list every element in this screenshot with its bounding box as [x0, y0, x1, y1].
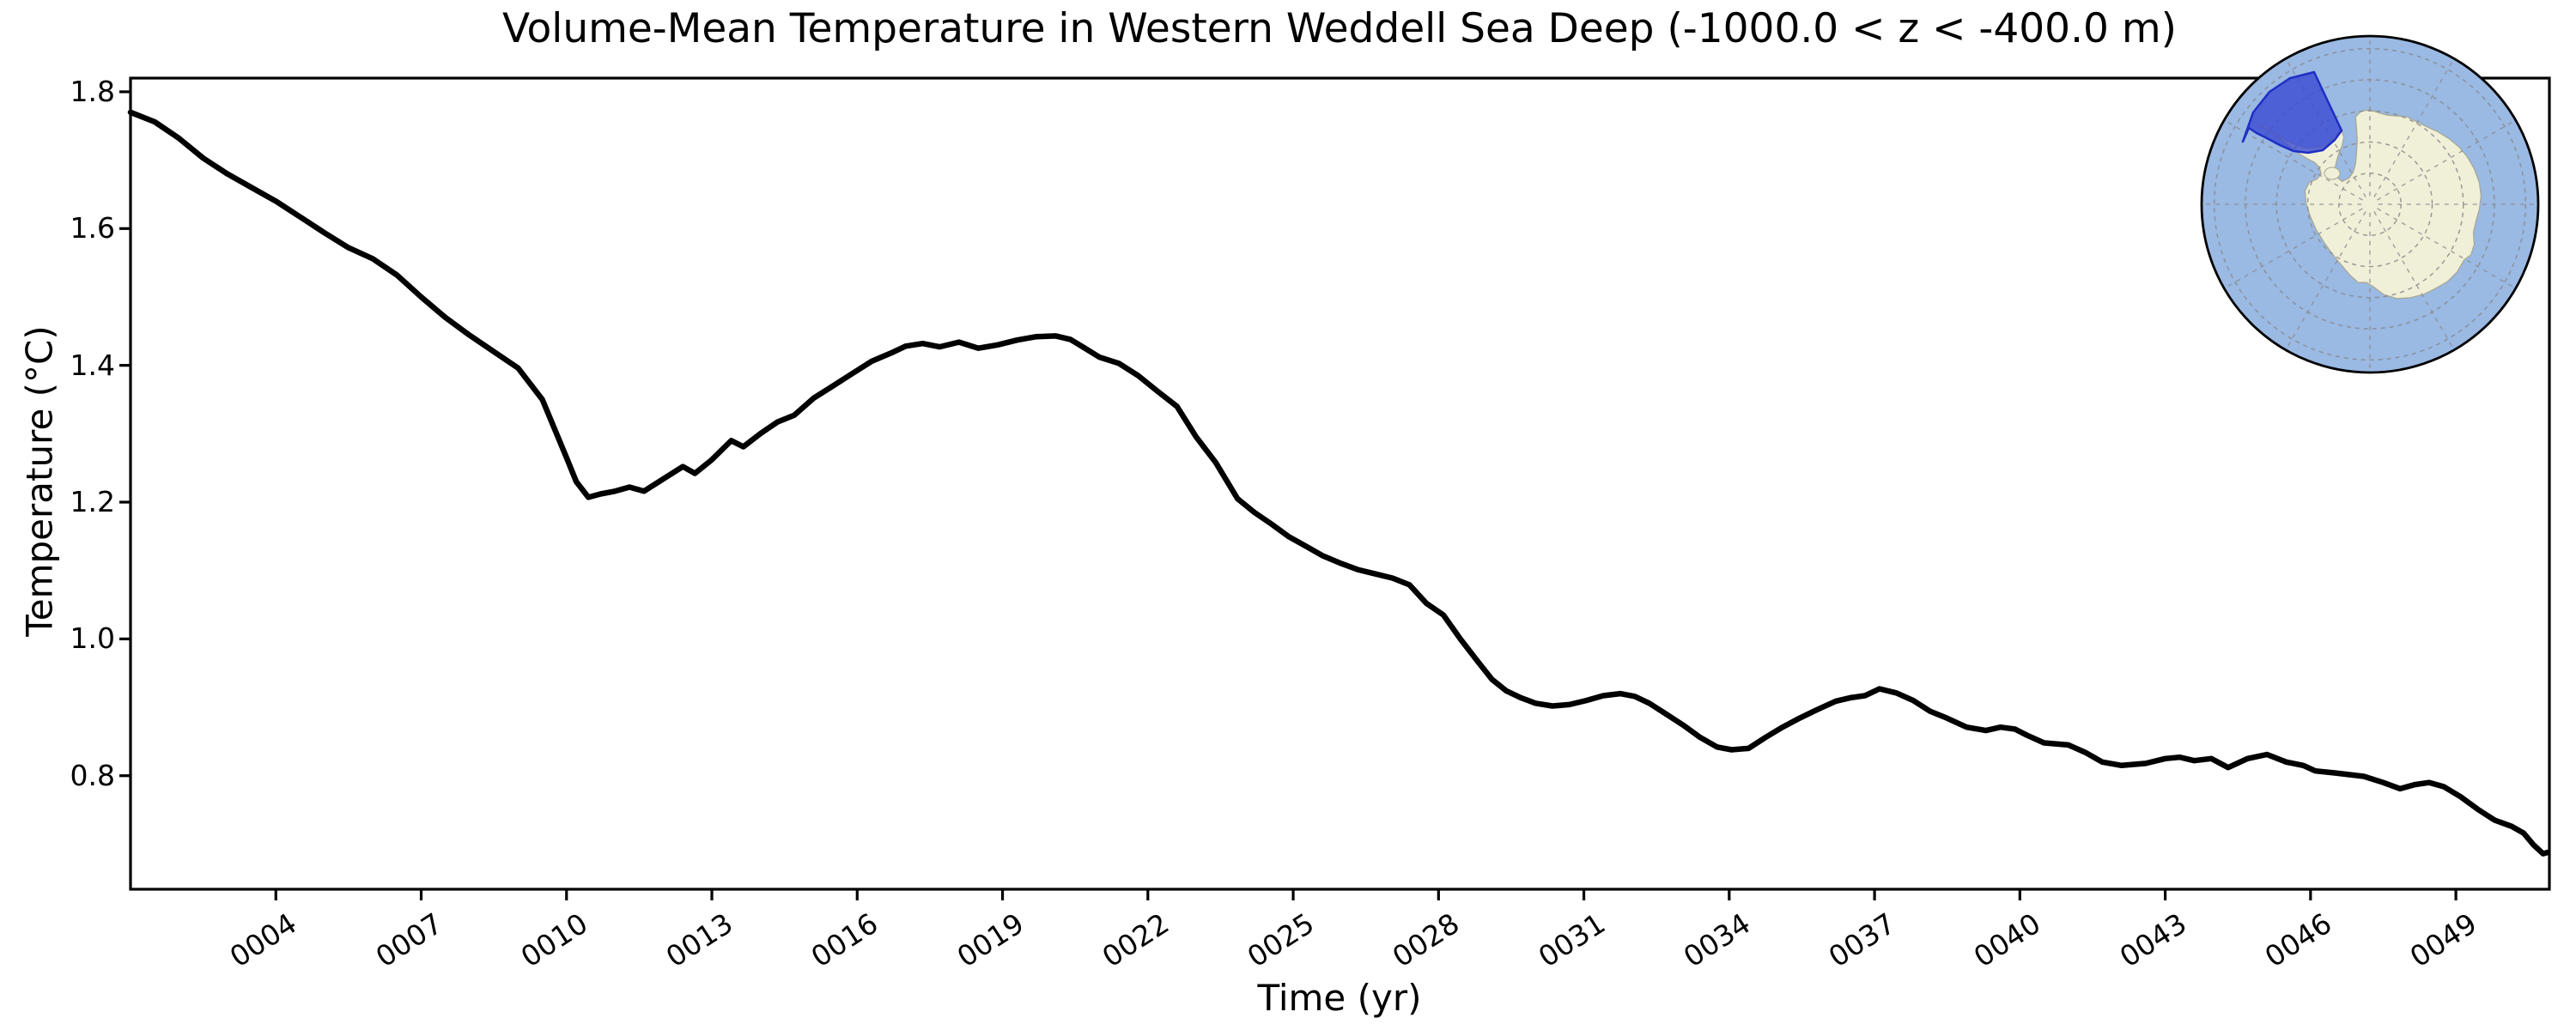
- y-tick-label: 1.2: [70, 485, 115, 518]
- chart-title: Volume-Mean Temperature in Western Wedde…: [502, 5, 2177, 52]
- y-tick-label: 1.6: [70, 211, 115, 245]
- map-graticule-meridian: [2227, 121, 2363, 201]
- y-tick-label: 0.8: [70, 758, 115, 792]
- map-graticule-parallel: [2306, 141, 2433, 268]
- map-border: [2200, 34, 2540, 374]
- temperature-series-path: [127, 109, 2551, 857]
- y-tick-label: 1.0: [70, 621, 115, 656]
- map-graticule-parallel: [2213, 47, 2526, 361]
- x-axis-label: Time (yr): [1257, 977, 1422, 1019]
- y-tick-label: 1.8: [70, 74, 115, 108]
- map-graticule-meridian: [2227, 208, 2363, 288]
- map-graticule-meridian: [2377, 121, 2512, 201]
- map-graticule-meridian: [2287, 211, 2366, 347]
- map-antarctica-land: [2258, 109, 2482, 300]
- axes-layer: [119, 76, 2551, 900]
- y-tick-label: 1.4: [70, 348, 115, 382]
- inset-map-antarctica: [2200, 34, 2540, 374]
- map-region-western-weddell-sea: [2241, 70, 2343, 154]
- axes-spines: [129, 76, 2551, 891]
- map-graticule-meridian: [2377, 208, 2512, 288]
- map-graticule-meridian: [2373, 62, 2453, 197]
- temperature-line: [127, 109, 2551, 857]
- map-island: [2324, 167, 2341, 180]
- map-graticule-meridian: [2373, 211, 2453, 347]
- map-graticule-parallel: [2275, 110, 2464, 299]
